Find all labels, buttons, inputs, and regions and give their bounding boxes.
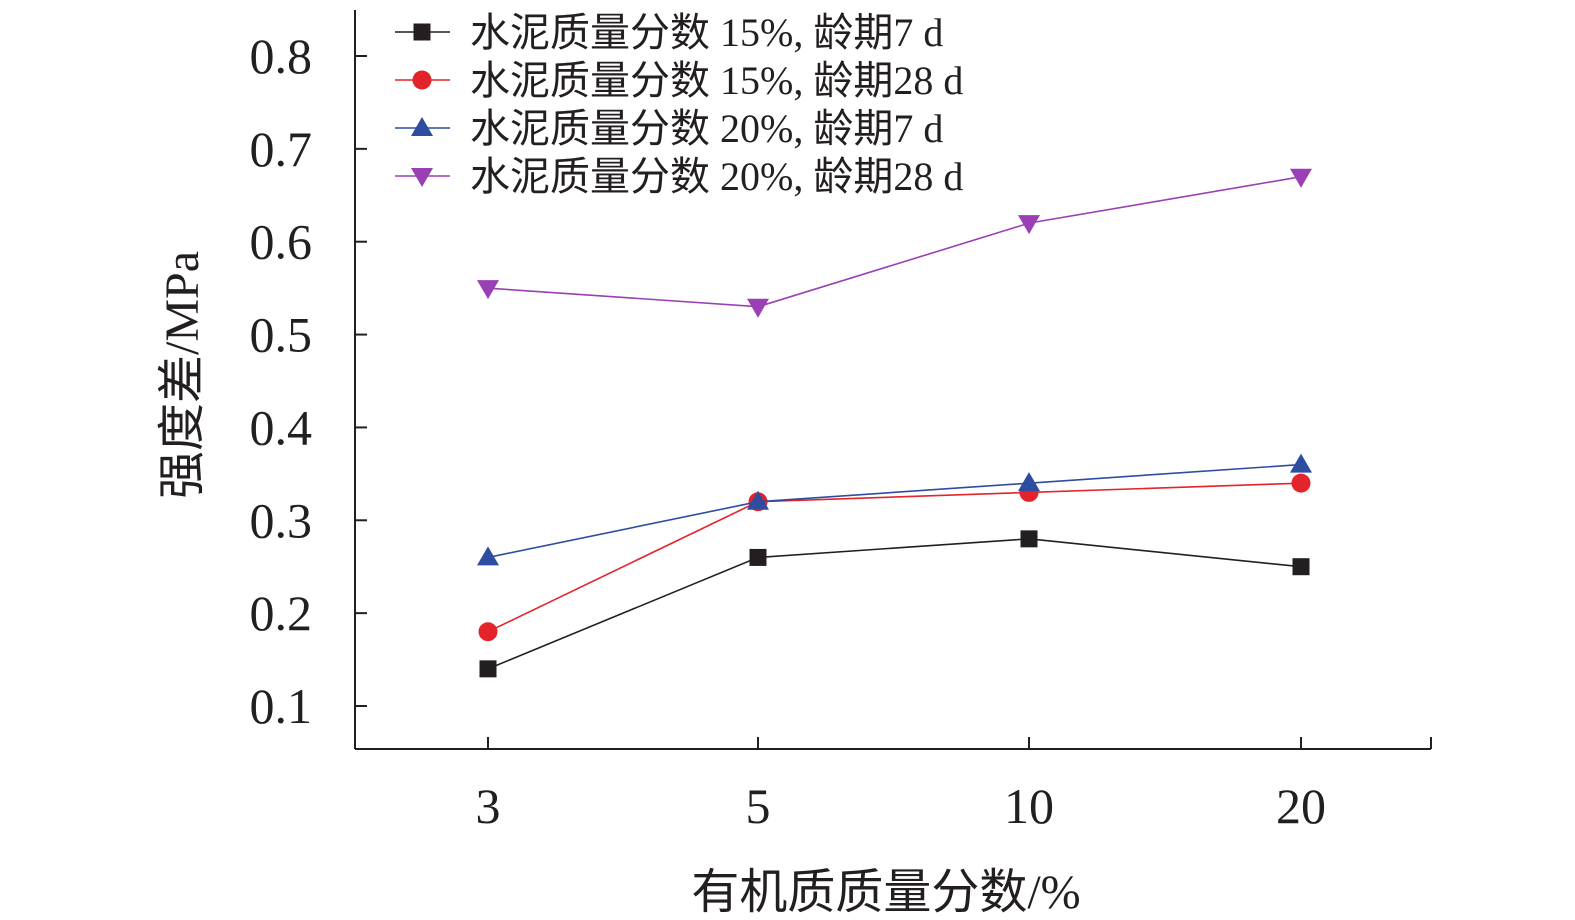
data-point bbox=[1292, 558, 1310, 576]
legend-marker bbox=[412, 70, 432, 90]
x-tick-label: 20 bbox=[1276, 778, 1326, 834]
data-point bbox=[477, 280, 499, 300]
series-line bbox=[487, 538, 1302, 670]
legend-label: 水泥质量分数 15%, 龄期28 d bbox=[470, 58, 963, 103]
legend: 水泥质量分数 15%, 龄期7 d 水泥质量分数 15%, 龄期28 d 水泥质… bbox=[395, 10, 963, 199]
series-line bbox=[487, 482, 1302, 633]
legend-marker bbox=[411, 168, 433, 187]
x-tick-label: 10 bbox=[1004, 778, 1054, 834]
legend-item: 水泥质量分数 20%, 龄期7 d bbox=[395, 106, 943, 151]
x-ticks: 3 5 10 20 bbox=[476, 737, 1326, 834]
data-point bbox=[1020, 530, 1038, 548]
data-point bbox=[747, 298, 769, 318]
data-point bbox=[1290, 453, 1312, 473]
y-tick-label: 0.2 bbox=[250, 585, 313, 641]
data-point bbox=[1291, 473, 1311, 493]
series-group bbox=[477, 168, 1312, 318]
legend-swatch-marker bbox=[413, 23, 431, 41]
legend-swatch-marker bbox=[411, 117, 433, 136]
x-tick-label: 3 bbox=[476, 778, 501, 834]
legend-label: 水泥质量分数 15%, 龄期7 d bbox=[470, 10, 943, 55]
data-point bbox=[1018, 215, 1040, 235]
legend-label: 水泥质量分数 20%, 龄期7 d bbox=[470, 106, 943, 151]
y-tick-label: 0.7 bbox=[250, 121, 313, 177]
x-axis-title: 有机质质量分数/% bbox=[691, 866, 1080, 919]
y-axis-title: 强度差/MPa bbox=[156, 251, 209, 499]
y-tick-label: 0.6 bbox=[250, 214, 313, 270]
series-group bbox=[477, 453, 1312, 566]
legend-marker bbox=[413, 23, 431, 41]
legend-item: 水泥质量分数 20%, 龄期28 d bbox=[395, 154, 963, 199]
series-group bbox=[479, 530, 1310, 678]
legend-label: 水泥质量分数 20%, 龄期28 d bbox=[470, 154, 963, 199]
data-point bbox=[749, 548, 767, 566]
legend-item: 水泥质量分数 15%, 龄期28 d bbox=[395, 58, 963, 103]
y-ticks: 0.1 0.2 0.3 0.4 0.5 0.6 0.7 0.8 bbox=[250, 28, 367, 734]
series-group bbox=[478, 473, 1311, 642]
series-line bbox=[487, 175, 1302, 308]
legend-marker bbox=[411, 117, 433, 136]
y-tick-label: 0.8 bbox=[250, 28, 313, 84]
y-tick-label: 0.4 bbox=[250, 399, 313, 455]
y-tick-label: 0.1 bbox=[250, 678, 313, 734]
legend-item: 水泥质量分数 15%, 龄期7 d bbox=[395, 10, 943, 55]
x-tick-label: 5 bbox=[746, 778, 771, 834]
data-point bbox=[1290, 168, 1312, 188]
data-point bbox=[479, 660, 497, 678]
data-point bbox=[477, 546, 499, 566]
data-point bbox=[1018, 472, 1040, 492]
y-tick-label: 0.5 bbox=[250, 307, 313, 363]
legend-swatch-marker bbox=[412, 70, 432, 90]
series-layer bbox=[477, 168, 1312, 678]
data-point bbox=[747, 490, 769, 510]
series-line bbox=[487, 463, 1302, 559]
legend-swatch-marker bbox=[411, 168, 433, 187]
data-point bbox=[478, 622, 498, 642]
y-tick-label: 0.3 bbox=[250, 492, 313, 548]
